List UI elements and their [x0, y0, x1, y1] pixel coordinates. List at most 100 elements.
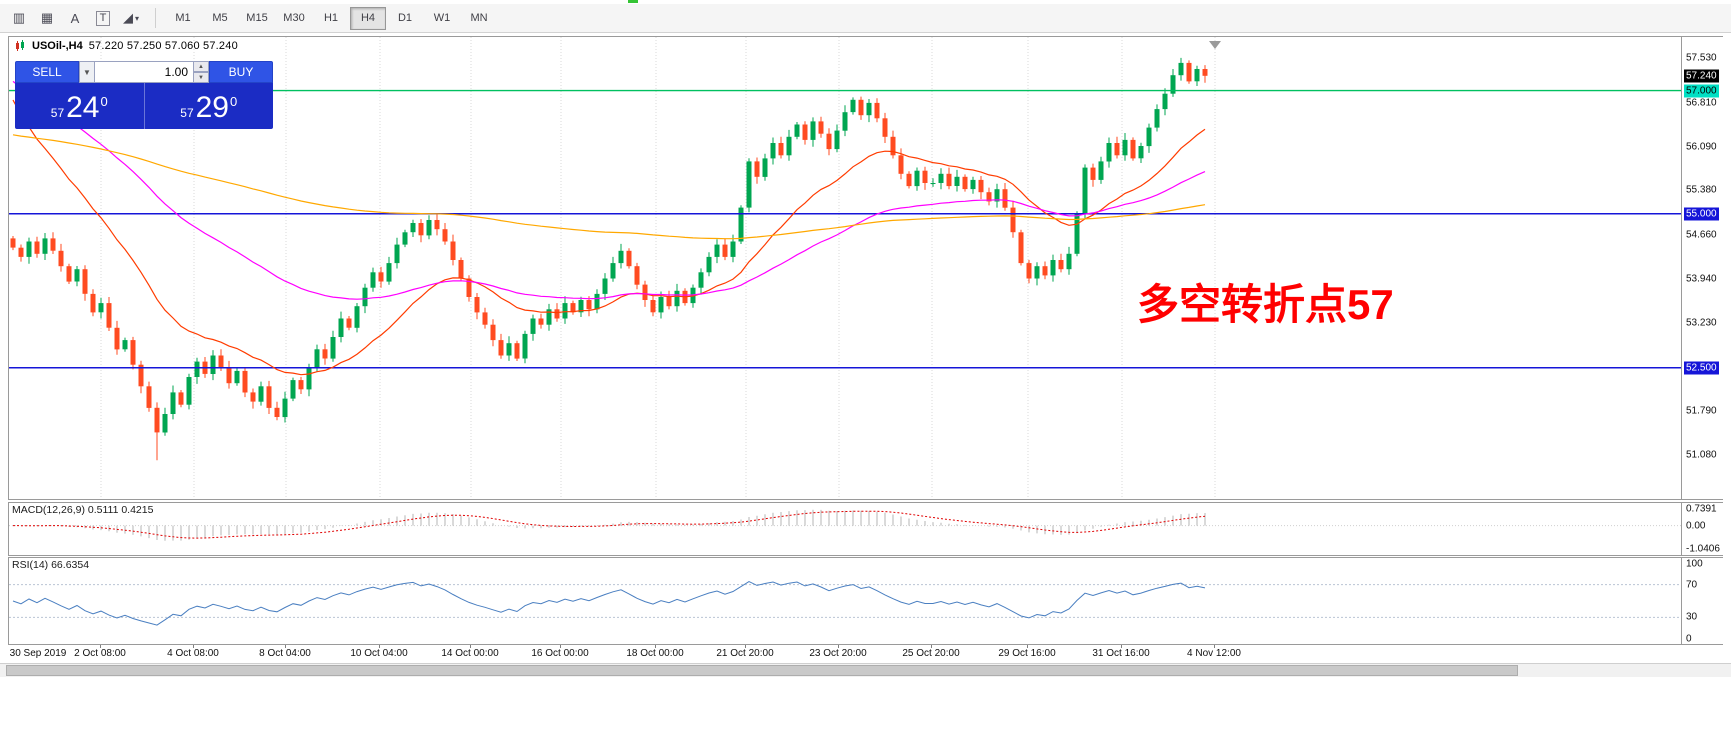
time-axis-label: 29 Oct 16:00: [998, 648, 1056, 659]
price-axis-label: 51.080: [1686, 449, 1717, 461]
volume-decrease-button[interactable]: ▼: [194, 72, 209, 83]
price-axis-label: 55.380: [1686, 184, 1717, 196]
bid-ask-panel: 57 24 0 57 29 0: [15, 83, 273, 129]
chart-title: USOil-,H4 57.220 57.250 57.060 57.240: [15, 40, 238, 52]
time-axis-tick: [655, 645, 656, 648]
chart-window: USOil-,H4 57.220 57.250 57.060 57.240 SE…: [8, 36, 1723, 500]
time-axis-label: 21 Oct 20:00: [716, 648, 774, 659]
candlestick-icon: [16, 40, 24, 51]
time-axis-label: 18 Oct 00:00: [626, 648, 684, 659]
rsi-indicator-panel[interactable]: RSI(14) 66.6354 100 70 30 0: [8, 557, 1723, 645]
macd-axis[interactable]: 0.7391 0.00 -1.0406: [1681, 503, 1723, 555]
chart-plot-area[interactable]: [9, 37, 1681, 499]
ask-integer: 57: [180, 106, 194, 120]
macd-signal-line: [12, 510, 1206, 539]
volume-dropdown-button[interactable]: ▼: [79, 61, 95, 83]
time-axis-tick: [745, 645, 746, 648]
candlestick-chart: [9, 37, 1681, 499]
timeframe-button-d1[interactable]: D1: [397, 12, 413, 24]
volume-field-wrap: [95, 61, 194, 83]
price-axis-label: 53.940: [1686, 273, 1717, 285]
time-axis-label: 16 Oct 00:00: [531, 648, 589, 659]
time-axis-tick: [838, 645, 839, 648]
moving-average-line: [12, 99, 1206, 376]
macd-axis-label: 0.00: [1686, 520, 1706, 532]
timeframe-button-h4[interactable]: H4: [350, 6, 386, 30]
chart-text-annotation[interactable]: 多空转折点57: [1137, 281, 1394, 328]
text-tool-icon[interactable]: T: [90, 6, 116, 30]
chevron-down-icon: ▼: [83, 67, 91, 77]
timeframe-button-m5[interactable]: M5: [212, 12, 228, 24]
ask-price[interactable]: 57 29 0: [143, 83, 274, 129]
price-axis-label: 53.230: [1686, 317, 1717, 329]
time-axis-tick: [560, 645, 561, 648]
ohlc-values: 57.220 57.250 57.060 57.240: [88, 40, 238, 52]
text-tool-glyph: T: [95, 10, 111, 26]
timeframe-button-m30[interactable]: M30: [283, 12, 305, 24]
time-axis-label: 4 Nov 12:00: [1187, 648, 1241, 659]
bid-price[interactable]: 57 24 0: [15, 83, 144, 129]
bar-chart-tool-glyph: ▥: [12, 10, 26, 25]
time-axis-tick: [379, 645, 380, 648]
bar-chart-tool-icon[interactable]: ▥: [6, 6, 32, 30]
rsi-axis[interactable]: 100 70 30 0: [1681, 558, 1723, 645]
time-axis-tick: [285, 645, 286, 648]
window-top-edge: [0, 0, 1731, 4]
price-axis-label: 57.530: [1686, 52, 1717, 64]
macd-label: MACD(12,26,9) 0.5111 0.4215: [12, 504, 154, 516]
time-axis-label: 2 Oct 08:00: [74, 648, 126, 659]
rsi-axis-label: 100: [1686, 558, 1703, 570]
scrollbar-thumb[interactable]: [6, 665, 1518, 676]
sell-button[interactable]: SELL: [15, 61, 79, 83]
horizontal-scrollbar[interactable]: [0, 663, 1731, 677]
time-axis-label: 8 Oct 04:00: [259, 648, 311, 659]
macd-histogram: [20, 509, 1206, 541]
volume-spinner: ▲ ▼: [194, 61, 209, 83]
price-axis-label: 54.660: [1686, 229, 1717, 241]
time-axis[interactable]: 30 Sep 2019 2 Oct 08:00 4 Oct 08:00 8 Oct 0…: [8, 645, 1723, 663]
macd-indicator-panel[interactable]: MACD(12,26,9) 0.5111 0.4215 0.7391 0.00 -1…: [8, 502, 1723, 556]
rsi-axis-label: 30: [1686, 611, 1698, 623]
price-axis-label: 57.000: [1684, 84, 1719, 98]
time-axis-tick: [1027, 645, 1028, 648]
volume-increase-button[interactable]: ▲: [194, 61, 209, 72]
shapes-tool-icon[interactable]: ◢ ▾: [118, 6, 144, 30]
chevron-down-icon: ▾: [134, 13, 139, 23]
drawing-tools-group: ▥ ▦ A T ◢ ▾: [6, 6, 146, 30]
rsi-line: [12, 581, 1206, 626]
price-axis-label: 57.240: [1684, 69, 1719, 83]
timeframe-toolbar: M1 M5 M15 M30 H1 H4 D1 W1 MN: [165, 6, 498, 30]
timeframe-button-m1[interactable]: M1: [175, 12, 191, 24]
timeframe-button-mn[interactable]: MN: [470, 12, 488, 24]
time-axis-label: 10 Oct 04:00: [350, 648, 408, 659]
moving-average-line: [12, 80, 1206, 300]
ask-pips: 29: [195, 91, 229, 124]
timeframe-button-m15[interactable]: M15: [246, 12, 268, 24]
time-axis-tick: [931, 645, 932, 648]
bid-integer: 57: [50, 106, 65, 120]
volume-input[interactable]: [95, 62, 193, 82]
macd-axis-label: 0.7391: [1686, 503, 1717, 515]
time-axis-tick: [1214, 645, 1215, 648]
timeframe-button-h1[interactable]: H1: [323, 12, 339, 24]
arrow-label-tool-icon[interactable]: A: [62, 6, 88, 30]
top-toolbar: ▥ ▦ A T ◢ ▾ M1 M5 M15 M30 H1 H4 D1 W1 MN: [0, 4, 1731, 33]
time-axis-label: 30 Sep 2019: [9, 648, 67, 659]
price-axis[interactable]: 57.530 57.240 57.000 56.810 56.090 55.380 55.0…: [1681, 37, 1723, 499]
bid-pips: 24: [66, 91, 100, 124]
time-axis-tick: [193, 645, 194, 648]
time-axis-label: 14 Oct 00:00: [441, 648, 499, 659]
time-axis-tick: [100, 645, 101, 648]
buy-button[interactable]: BUY: [209, 61, 273, 83]
grid-tool-glyph: ▦: [40, 10, 54, 25]
shapes-tool-glyph: ◢: [122, 10, 133, 25]
grid-tool-icon[interactable]: ▦: [34, 6, 60, 30]
time-axis-label: 31 Oct 16:00: [1092, 648, 1150, 659]
macd-chart: [9, 509, 1681, 541]
time-axis-label: 23 Oct 20:00: [809, 648, 867, 659]
timeframe-button-w1[interactable]: W1: [433, 12, 451, 24]
rsi-chart: [9, 581, 1681, 626]
rsi-label: RSI(14) 66.6354: [12, 559, 90, 571]
rsi-axis-label: 70: [1686, 579, 1698, 591]
price-axis-label: 52.500: [1684, 361, 1719, 375]
